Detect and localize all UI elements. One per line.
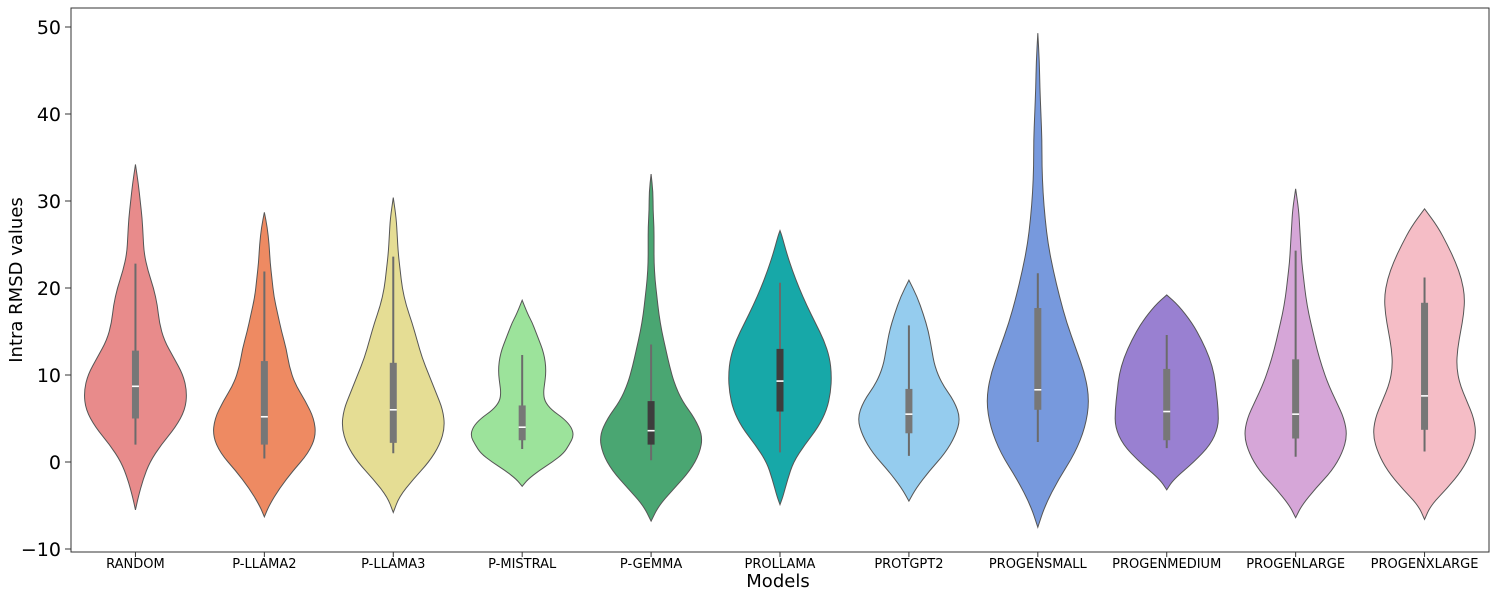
violin-iqr-box (776, 348, 784, 412)
x-tick-label: PROGENMEDIUM (1112, 557, 1221, 572)
violin-iqr-box (260, 361, 268, 445)
y-tick-label: 30 (37, 191, 61, 213)
violin-p-llama2 (213, 212, 316, 519)
violin-iqr-box (1292, 359, 1300, 439)
x-tick-label: PROTGPT2 (874, 557, 943, 572)
x-tick-label: P-MISTRAL (488, 557, 557, 572)
violin-progensmall (986, 33, 1089, 529)
violin-iqr-box (1421, 302, 1429, 430)
x-tick-label: P-GEMMA (620, 557, 682, 572)
x-tick-label: RANDOM (106, 557, 165, 572)
violin-iqr-box (389, 362, 397, 443)
x-tick-label: PROGENXLARGE (1371, 557, 1479, 572)
violin-p-mistral (470, 298, 574, 488)
y-tick-label: 40 (37, 104, 61, 126)
violin-iqr-box (1163, 368, 1171, 441)
x-tick-label: P-LLAMA2 (232, 557, 296, 572)
y-tick-label: 0 (49, 452, 61, 474)
x-tick-label: PROLLAMA (745, 557, 816, 572)
y-tick-label: 20 (37, 278, 61, 300)
violin-iqr-box (647, 401, 655, 445)
violin-random (84, 164, 187, 510)
y-tick-label: −10 (21, 539, 61, 561)
x-tick-label: PROGENSMALL (989, 557, 1088, 572)
y-tick-label: 50 (37, 17, 61, 39)
violin-iqr-box (1034, 308, 1042, 410)
x-tick-label: PROGENLARGE (1246, 557, 1345, 572)
x-axis: RANDOM P-LLAMA2 P-LLAMA3 P-MISTRAL P-GEMMA PR… (106, 552, 1478, 572)
violins-layer (84, 33, 1476, 529)
violin-p-llama3 (341, 197, 445, 514)
violin-iqr-box (131, 350, 139, 419)
violin-progenxlarge (1373, 207, 1476, 521)
y-tick-label: 10 (37, 365, 61, 387)
y-axis: −10 0 10 20 30 40 50 (21, 17, 71, 561)
x-axis-label: Models (746, 571, 809, 592)
x-tick-label: P-LLAMA3 (361, 557, 425, 572)
violin-iqr-box (518, 405, 526, 441)
violin-protgpt2 (858, 279, 960, 503)
violin-prollama (728, 229, 832, 507)
violin-progenmedium (1114, 294, 1219, 491)
violin-progenlarge (1244, 188, 1347, 519)
violin-p-gemma (600, 173, 703, 523)
violin-iqr-box (905, 388, 913, 434)
y-axis-label: Intra RMSD values (6, 197, 27, 363)
